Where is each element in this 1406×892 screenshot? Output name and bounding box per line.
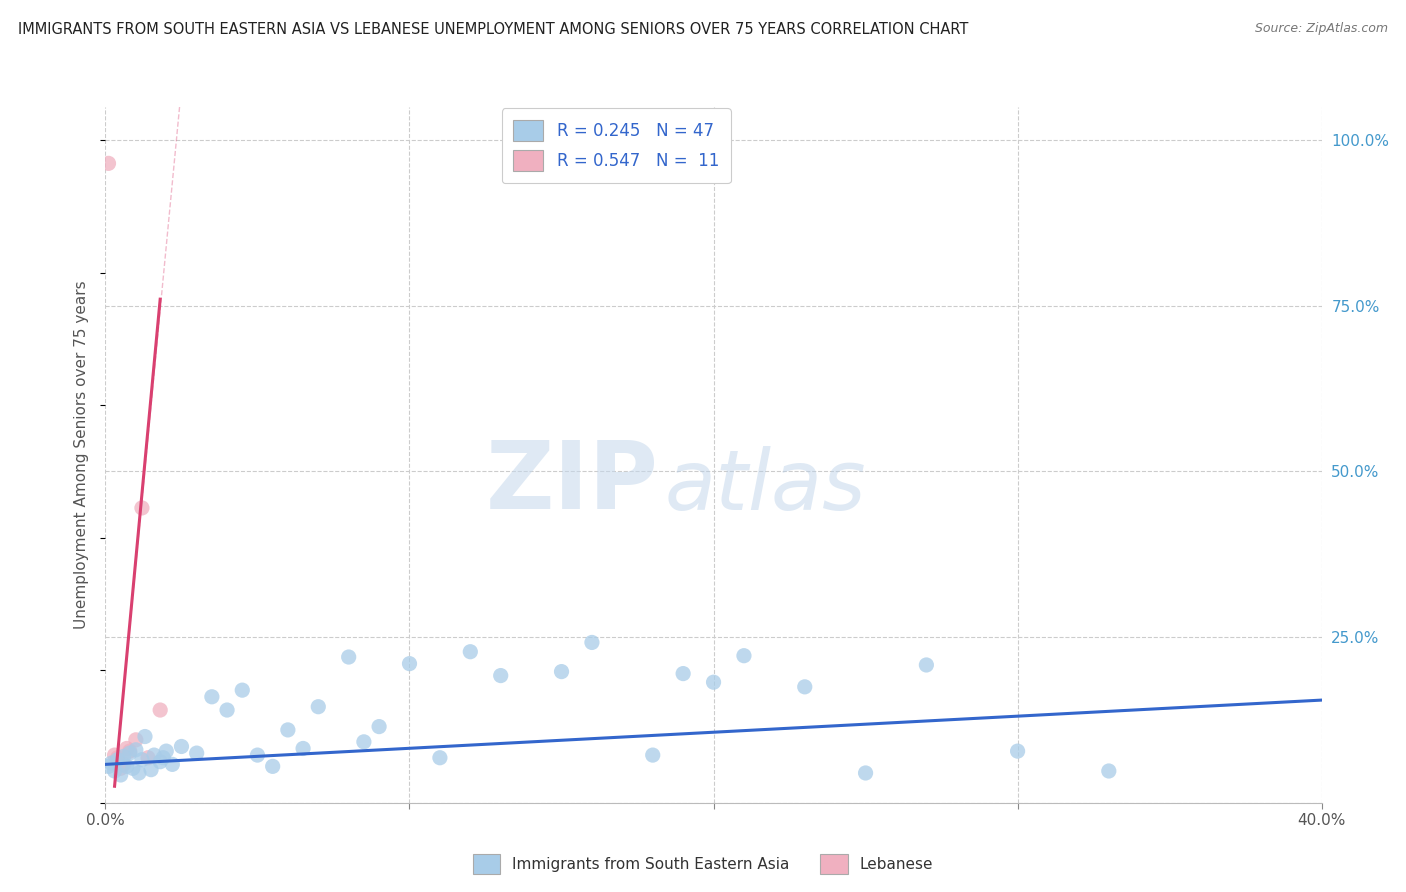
Point: [429, 750, 451, 764]
Point: [292, 741, 315, 756]
Point: [131, 500, 153, 515]
Point: [136, 750, 159, 764]
Point: [110, 768, 132, 782]
Point: [217, 703, 239, 717]
Text: IMMIGRANTS FROM SOUTH EASTERN ASIA VS LEBANESE UNEMPLOYMENT AMONG SENIORS OVER 7: IMMIGRANTS FROM SOUTH EASTERN ASIA VS LE…: [18, 22, 969, 37]
Point: [118, 744, 141, 758]
Legend: R = 0.245   N = 47, R = 0.547   N =  11: R = 0.245 N = 47, R = 0.547 N = 11: [502, 109, 731, 183]
Point: [307, 699, 329, 714]
Point: [793, 680, 815, 694]
Point: [112, 749, 135, 764]
Point: [121, 761, 143, 775]
Point: [201, 690, 224, 704]
Point: [107, 753, 129, 767]
Point: [125, 732, 148, 747]
Point: [1007, 744, 1029, 758]
Point: [118, 746, 141, 760]
Point: [550, 665, 572, 679]
Point: [733, 648, 755, 663]
Point: [115, 741, 138, 756]
Legend: Immigrants from South Eastern Asia, Lebanese: Immigrants from South Eastern Asia, Leba…: [467, 848, 939, 880]
Point: [855, 766, 877, 780]
Point: [641, 748, 664, 763]
Point: [581, 635, 603, 649]
Point: [155, 744, 177, 758]
Point: [107, 750, 129, 764]
Point: [170, 739, 193, 754]
Point: [672, 666, 695, 681]
Point: [458, 645, 481, 659]
Text: Source: ZipAtlas.com: Source: ZipAtlas.com: [1254, 22, 1388, 36]
Point: [353, 735, 375, 749]
Y-axis label: Unemployment Among Seniors over 75 years: Unemployment Among Seniors over 75 years: [75, 281, 90, 629]
Point: [143, 748, 166, 763]
Point: [103, 748, 125, 763]
Point: [125, 743, 148, 757]
Text: atlas: atlas: [665, 446, 866, 527]
Point: [915, 657, 938, 672]
Point: [277, 723, 299, 737]
Point: [702, 675, 725, 690]
Point: [149, 703, 172, 717]
Point: [128, 766, 150, 780]
Point: [398, 657, 420, 671]
Point: [134, 730, 156, 744]
Point: [1098, 764, 1121, 778]
Point: [262, 759, 284, 773]
Point: [110, 761, 132, 775]
Point: [231, 683, 253, 698]
Point: [139, 763, 162, 777]
Point: [115, 759, 138, 773]
Point: [337, 650, 360, 665]
Point: [186, 746, 208, 760]
Point: [162, 757, 184, 772]
Point: [97, 759, 120, 773]
Point: [100, 756, 122, 770]
Point: [246, 748, 269, 763]
Point: [112, 757, 135, 772]
Point: [103, 764, 125, 778]
Text: ZIP: ZIP: [486, 437, 659, 529]
Point: [152, 750, 174, 764]
Point: [368, 720, 391, 734]
Point: [131, 753, 153, 767]
Point: [97, 156, 120, 170]
Point: [149, 755, 172, 769]
Point: [489, 668, 512, 682]
